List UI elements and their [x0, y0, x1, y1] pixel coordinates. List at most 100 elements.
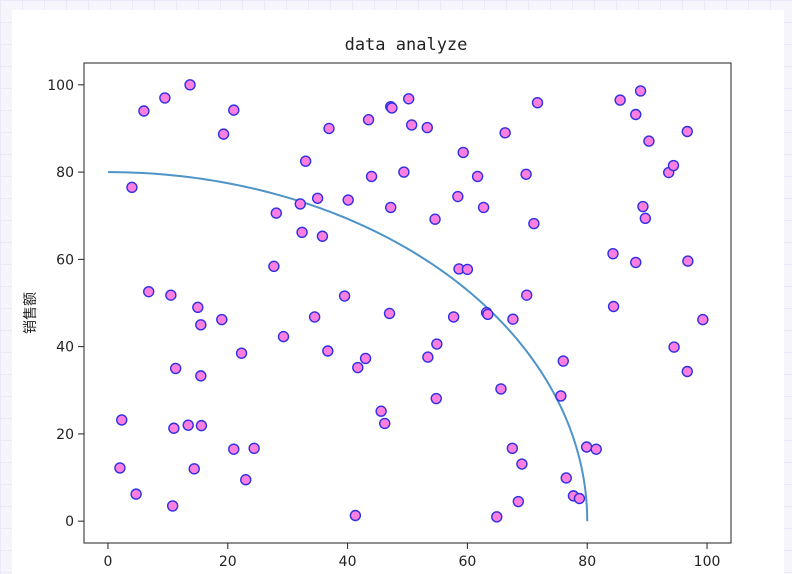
scatter-point: [277, 330, 290, 343]
scatter-point: [637, 200, 649, 213]
scatter-point: [555, 390, 567, 402]
scatter-point: [184, 79, 196, 91]
scatter-point: [421, 121, 433, 134]
scatter-point: [240, 474, 252, 486]
y-axis-label: 销售额: [23, 292, 39, 334]
scatter-point: [375, 405, 387, 417]
scatter-point: [235, 347, 248, 359]
scatter-point: [195, 419, 208, 432]
scatter-point: [168, 422, 180, 434]
scatter-point: [188, 463, 200, 475]
scatter-point: [560, 472, 572, 484]
scatter-point: [431, 338, 443, 350]
scatter-point: [383, 307, 396, 320]
scatter-point: [349, 509, 362, 522]
scatter-point: [531, 97, 544, 109]
scatter-point: [248, 442, 260, 455]
y-tick-label: 80: [56, 165, 74, 181]
scatter-point: [668, 341, 680, 353]
scatter-point: [385, 201, 397, 214]
curve-line: [107, 171, 589, 522]
scatter-point: [270, 207, 282, 219]
scatter-point: [557, 355, 569, 367]
scatter-point: [422, 351, 434, 363]
scatter-point: [590, 443, 602, 455]
scatter-point: [268, 260, 280, 273]
scatter-point: [482, 308, 494, 321]
scatter-point: [457, 146, 469, 159]
scatter-point: [516, 458, 528, 470]
scatter-point: [430, 392, 442, 405]
scatter-point: [308, 311, 321, 323]
scatter-point: [614, 94, 626, 106]
scatter-point: [159, 92, 171, 104]
scatter-point: [165, 289, 177, 301]
scatter-point: [491, 511, 503, 523]
scatter-point: [386, 102, 398, 114]
chart-title: data analyze: [345, 35, 468, 55]
scatter-point: [299, 155, 312, 167]
scatter-point: [634, 85, 647, 97]
chart-figure: data analyze 销售额 0 20 40 60 80 100 0 20 40 60 80 10…: [12, 10, 784, 574]
scatter-point: [352, 361, 364, 374]
scatter-point: [403, 93, 415, 105]
scatter-point: [338, 290, 351, 302]
scatter-point: [228, 104, 240, 116]
scatter-point: [630, 108, 642, 121]
scatter-point: [116, 414, 128, 426]
scatter-point: [195, 319, 207, 331]
scatter-point: [311, 192, 324, 204]
scatter-point: [216, 313, 228, 326]
scatter-point: [294, 198, 306, 210]
scatter-point: [379, 417, 391, 430]
axes-frame: [83, 62, 732, 544]
scatter-point: [138, 105, 150, 117]
scatter-point: [365, 170, 378, 183]
scatter-point: [182, 419, 194, 431]
scatter-point: [217, 128, 230, 140]
scatter-point: [452, 190, 464, 203]
scatter-point: [126, 181, 138, 194]
scatter-point: [697, 313, 709, 326]
scatter-point: [169, 362, 182, 375]
scatter-point: [142, 285, 155, 298]
scatter-point: [643, 135, 655, 147]
scatter-point: [362, 114, 375, 126]
x-tick-label: 60: [458, 554, 476, 570]
scatter-point: [528, 217, 540, 230]
scatter-point: [507, 313, 519, 325]
x-tick-label: 0: [104, 554, 113, 570]
scatter-point: [580, 441, 593, 453]
scatter-point: [607, 247, 619, 260]
scatter-point: [512, 495, 525, 508]
scatter-point: [499, 127, 511, 139]
scatter-point: [195, 370, 207, 382]
scatter-point: [477, 201, 490, 214]
scatter-point: [114, 462, 126, 474]
scatter-point: [630, 256, 642, 269]
y-tick-label: 100: [47, 78, 74, 94]
x-tick-label: 100: [694, 554, 721, 570]
scatter-point: [495, 383, 507, 395]
scatter-point: [192, 301, 204, 314]
scatter-point: [681, 365, 693, 378]
scatter-point: [322, 345, 334, 357]
scatter-point: [506, 442, 519, 455]
scatter-point: [461, 263, 474, 276]
scatter-point: [447, 311, 460, 323]
plot-area: 0 20 40 60 80 100 0 20 40 60 80 100: [47, 62, 732, 570]
scatter-point: [639, 212, 652, 225]
scatter-point: [323, 122, 335, 135]
scatter-point: [296, 226, 308, 239]
scatter-point: [667, 159, 680, 172]
scatter-point: [573, 492, 586, 505]
scatter-point: [521, 289, 533, 301]
x-tick-label: 80: [578, 554, 596, 570]
x-tick-label: 20: [219, 554, 237, 570]
scatter-point: [359, 352, 372, 365]
scatter-point: [228, 443, 240, 455]
y-tick-label: 40: [56, 340, 74, 356]
scatter-point: [520, 168, 532, 180]
scatter-point: [398, 166, 410, 178]
scatter-point: [681, 125, 693, 138]
